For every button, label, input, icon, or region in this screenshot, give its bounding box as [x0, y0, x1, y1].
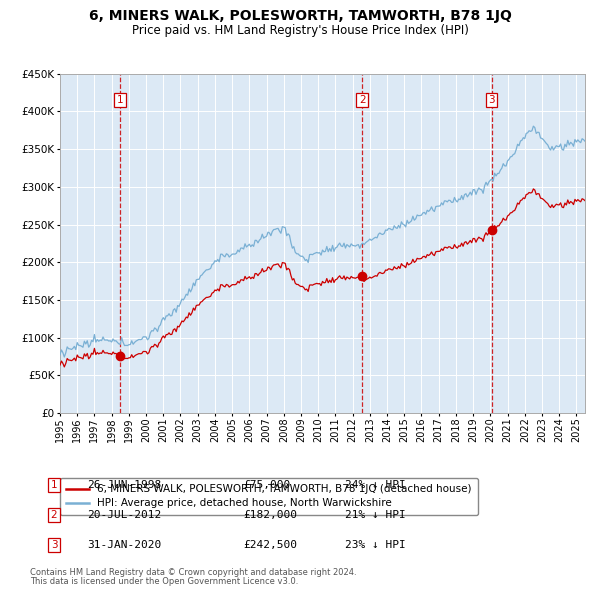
Text: 1: 1	[50, 480, 58, 490]
Text: 1: 1	[117, 95, 124, 105]
Text: 24% ↓ HPI: 24% ↓ HPI	[345, 480, 406, 490]
Text: 3: 3	[488, 95, 495, 105]
Text: Contains HM Land Registry data © Crown copyright and database right 2024.: Contains HM Land Registry data © Crown c…	[30, 568, 356, 577]
Text: 23% ↓ HPI: 23% ↓ HPI	[345, 540, 406, 550]
Text: £242,500: £242,500	[243, 540, 297, 550]
Text: 2: 2	[359, 95, 365, 105]
Text: Price paid vs. HM Land Registry's House Price Index (HPI): Price paid vs. HM Land Registry's House …	[131, 24, 469, 37]
Text: 21% ↓ HPI: 21% ↓ HPI	[345, 510, 406, 520]
Text: 2: 2	[50, 510, 58, 520]
Legend: 6, MINERS WALK, POLESWORTH, TAMWORTH, B78 1JQ (detached house), HPI: Average pri: 6, MINERS WALK, POLESWORTH, TAMWORTH, B7…	[60, 478, 478, 514]
Text: 6, MINERS WALK, POLESWORTH, TAMWORTH, B78 1JQ: 6, MINERS WALK, POLESWORTH, TAMWORTH, B7…	[89, 9, 511, 23]
Text: This data is licensed under the Open Government Licence v3.0.: This data is licensed under the Open Gov…	[30, 577, 298, 586]
Text: £182,000: £182,000	[243, 510, 297, 520]
Text: 26-JUN-1998: 26-JUN-1998	[87, 480, 161, 490]
Text: 20-JUL-2012: 20-JUL-2012	[87, 510, 161, 520]
Text: 31-JAN-2020: 31-JAN-2020	[87, 540, 161, 550]
Text: 3: 3	[50, 540, 58, 550]
Text: £75,000: £75,000	[243, 480, 290, 490]
